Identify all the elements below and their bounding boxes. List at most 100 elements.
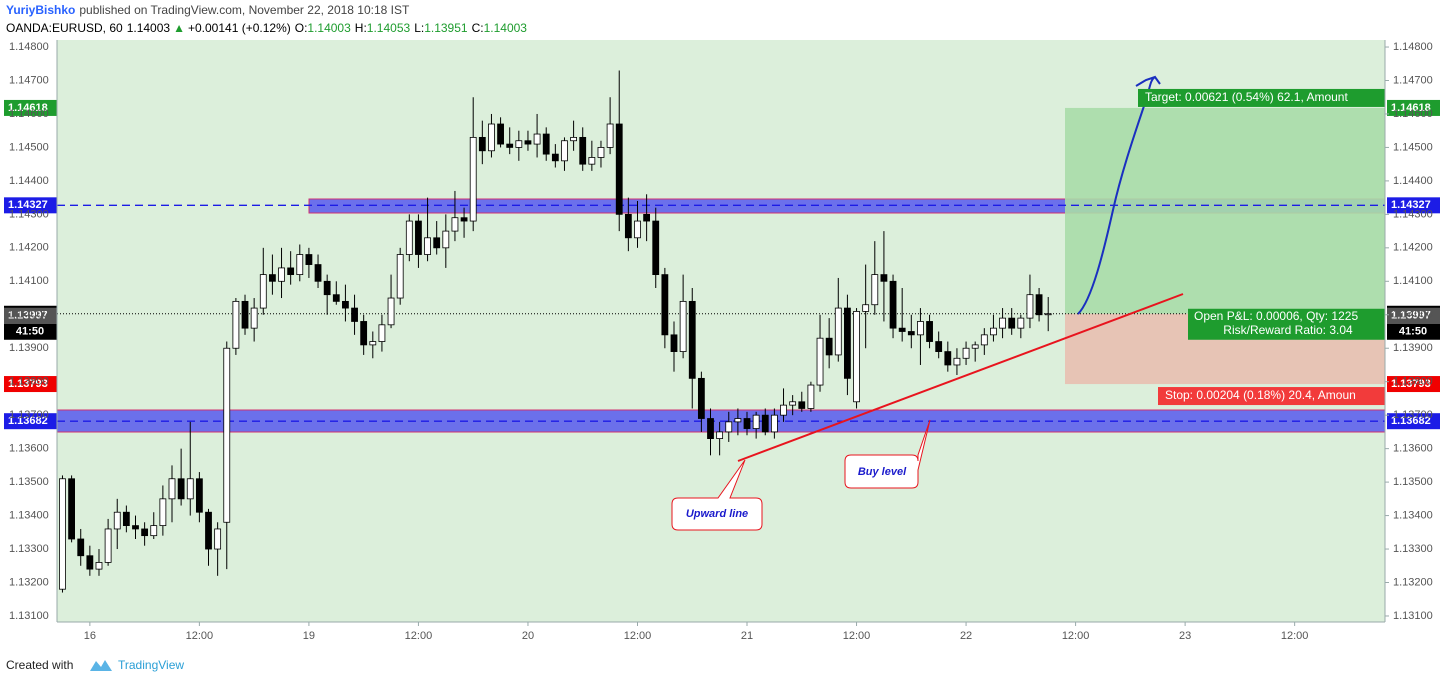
published: published on TradingView.com, November 2…: [79, 3, 410, 17]
candle-body: [488, 123, 495, 152]
candle-body: [971, 344, 979, 349]
author[interactable]: YuriyBishko: [6, 3, 75, 17]
ohlc-label: H:: [355, 21, 367, 35]
x-tick-label: 20: [522, 630, 534, 642]
change: +0.00141 (+0.12%): [188, 21, 291, 35]
y-tick-label: 1.14400: [1393, 175, 1433, 187]
y-tick-label: 1.13900: [1393, 342, 1433, 354]
symbol-line: OANDA:EURUSD, 60 1.14003 ▲ +0.00141 (+0.12%…: [6, 21, 527, 35]
candle-body: [478, 136, 486, 152]
pnl-label: Open P&L: 0.00006, Qty: 1225: [1194, 309, 1358, 323]
y-tick-label: 1.13400: [9, 509, 49, 521]
ohlc-value: 1.14003: [307, 21, 351, 35]
y-tick-label: 1.14800: [1393, 41, 1433, 53]
price-tag: [4, 307, 57, 324]
candle-body: [624, 213, 632, 239]
candle-body: [953, 357, 961, 366]
candle-body: [342, 300, 349, 309]
candle-body: [177, 478, 185, 500]
callout-text: Upward line: [686, 508, 748, 520]
candle-body: [141, 528, 149, 537]
candle-body: [506, 143, 514, 148]
price-tag-text: 1.13997: [1391, 310, 1431, 322]
trend-line: [737, 293, 1184, 462]
candles: [59, 70, 1052, 593]
buy-level-callout: Buy level: [844, 419, 931, 489]
candle-body: [314, 264, 322, 282]
y-tick-label: 1.14500: [1393, 141, 1433, 153]
candle-body: [524, 140, 532, 145]
candle-body: [926, 321, 933, 342]
y-tick-label: 1.14200: [9, 242, 49, 254]
candle-body: [816, 337, 824, 386]
candle-body: [980, 334, 988, 346]
candle-body: [415, 220, 422, 255]
countdown: 41:50: [16, 326, 44, 338]
y-tick-label: 1.14400: [9, 175, 49, 187]
price-tag: [1387, 197, 1440, 214]
candle-body: [77, 538, 85, 557]
candle-body: [716, 431, 724, 439]
candle-body: [451, 217, 459, 232]
candle-body: [1035, 294, 1043, 316]
target-label: Target: 0.00621 (0.54%) 62.1, Amount: [1145, 90, 1348, 104]
candle-body: [825, 337, 833, 356]
candle-body: [323, 280, 331, 296]
price-tag: [1387, 99, 1440, 116]
candle-body: [752, 414, 760, 429]
y-tick-label: 1.14700: [1393, 74, 1433, 86]
footer-logo: [90, 660, 112, 671]
candle-body: [688, 300, 696, 379]
candle-body: [761, 414, 769, 433]
profit-zone: [1065, 107, 1385, 314]
risk-reward-label: Risk/Reward Ratio: 3.04: [1223, 323, 1353, 337]
y-tick-label: 1.14200: [1393, 242, 1433, 254]
candle-body: [962, 347, 970, 359]
candle-body: [113, 511, 121, 530]
ohlc-label: C:: [472, 21, 484, 35]
y-tick-label: 1.13100: [9, 610, 49, 622]
candle-body: [369, 341, 377, 346]
candle-body: [378, 324, 386, 342]
callout-box: [844, 419, 931, 489]
candle-body: [433, 237, 441, 249]
price-tag-text: 1.14618: [8, 102, 48, 114]
y-tick-label: 1.14800: [9, 41, 49, 53]
countdown-box: [1387, 323, 1440, 340]
candle-body: [907, 331, 915, 336]
candle-body: [132, 525, 139, 530]
candle-body: [351, 307, 358, 322]
price-tag: [1387, 413, 1440, 430]
y-tick-label: 1.13500: [1393, 476, 1433, 488]
candle-body: [807, 384, 815, 409]
candle-body: [241, 300, 249, 329]
candle-body: [643, 213, 651, 222]
candle-body: [442, 230, 450, 249]
candle-body: [424, 237, 431, 255]
candle-body: [469, 136, 477, 222]
candle-body: [780, 404, 787, 416]
candle-body: [232, 300, 240, 349]
y-tick-label: 1.13700: [9, 409, 49, 421]
candle-body: [168, 478, 176, 500]
candle-body: [68, 478, 76, 540]
candle-body: [770, 414, 778, 433]
price-tag-text: 1.13793: [1391, 378, 1431, 390]
candle-body: [305, 254, 313, 265]
pnl-label-box: [1188, 308, 1385, 340]
candle-body: [615, 123, 623, 215]
candle-body: [269, 274, 276, 282]
y-tick-label: 1.14300: [9, 208, 49, 220]
candle-body: [332, 294, 340, 302]
candle-body: [159, 498, 167, 527]
candle-body: [898, 327, 906, 332]
candle-body: [789, 401, 797, 406]
x-tick-label: 22: [960, 630, 972, 642]
candle-body: [798, 401, 806, 409]
candle-body: [542, 133, 550, 155]
candle-body: [707, 418, 714, 439]
price-tag: [4, 99, 57, 116]
projection-curve: [1077, 75, 1161, 315]
x-tick-label: 12:00: [843, 630, 871, 642]
footer-brand[interactable]: TradingView: [118, 658, 184, 672]
